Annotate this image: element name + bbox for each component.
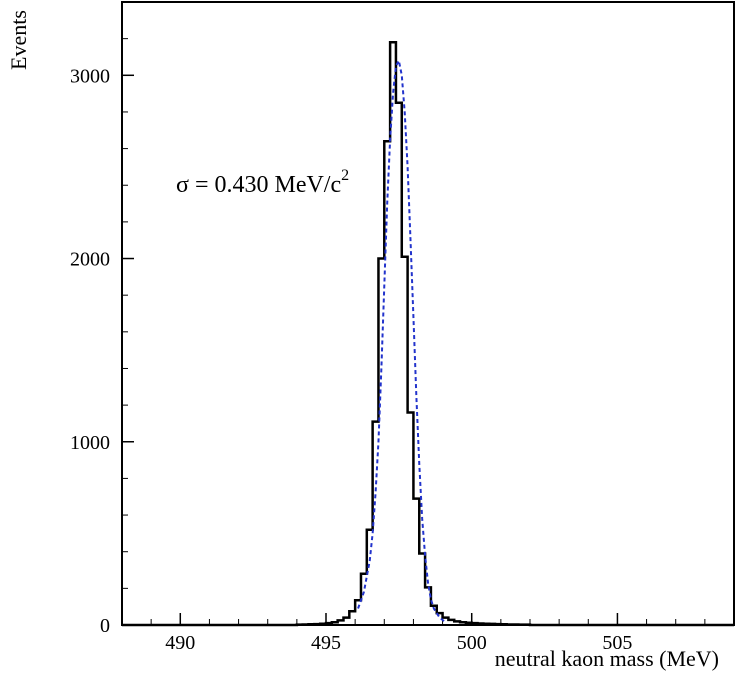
y-tick-label: 2000 [70, 249, 110, 271]
histogram-outline [122, 41, 734, 627]
histogram-series [297, 42, 530, 625]
y-tick-label: 3000 [70, 65, 110, 87]
y-tick-label: 0 [100, 615, 110, 637]
y-axis-ticks: 0 1000 2000 3000 [70, 1, 134, 637]
x-tick-label: 490 [165, 632, 195, 654]
plot-frame [121, 1, 735, 626]
y-axis-title: Events [6, 10, 31, 70]
sigma-annotation: σ = 0.430 MeV/c2 [176, 167, 349, 198]
x-tick-label: 495 [311, 632, 341, 654]
x-tick-label: 505 [602, 632, 632, 654]
x-axis-title: neutral kaon mass (MeV) [495, 646, 719, 671]
x-tick-label: 500 [457, 632, 487, 654]
gaussian-fit-curve [357, 57, 447, 624]
y-tick-label: 1000 [70, 432, 110, 454]
